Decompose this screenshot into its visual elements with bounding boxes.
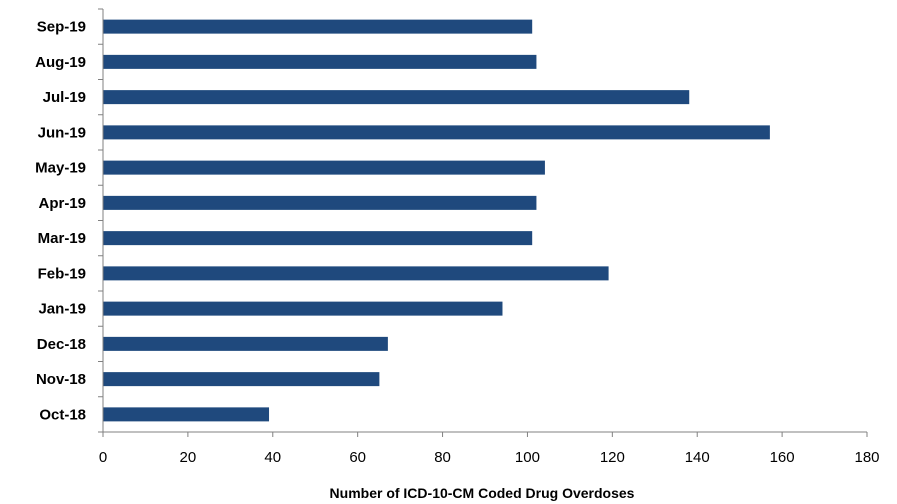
category-label: Dec-18 <box>37 336 86 353</box>
category-label: May-19 <box>35 160 86 177</box>
x-tick-label: 180 <box>854 449 879 466</box>
x-axis-title: Number of ICD-10-CM Coded Drug Overdoses <box>330 485 635 501</box>
category-label: Mar-19 <box>38 230 86 247</box>
x-tick-label: 0 <box>99 449 107 466</box>
x-tick-label: 160 <box>770 449 795 466</box>
x-tick-label: 80 <box>434 449 451 466</box>
category-label: Feb-19 <box>38 265 86 282</box>
bar-jul-19 <box>103 90 690 105</box>
bar-feb-19 <box>103 266 609 281</box>
category-label: Aug-19 <box>35 54 86 71</box>
bar-mar-19 <box>103 231 533 246</box>
bar-sep-19 <box>103 19 533 34</box>
category-label: Apr-19 <box>38 195 86 212</box>
category-label: Jan-19 <box>38 301 86 318</box>
category-labels: Oct-18 Nov-18 Dec-18 Jan-19 Feb-19 Mar-19 Apr-… <box>35 19 86 424</box>
bar-jan-19 <box>103 301 503 316</box>
x-tick-label: 20 <box>180 449 197 466</box>
bar-jun-19 <box>103 125 770 140</box>
bar-may-19 <box>103 160 545 175</box>
category-label: Jul-19 <box>43 89 86 106</box>
bar-aug-19 <box>103 54 537 69</box>
bars-group <box>103 19 770 422</box>
x-axis-ticks <box>102 432 868 437</box>
bar-nov-18 <box>103 372 380 387</box>
category-label: Jun-19 <box>38 124 86 141</box>
x-tick-labels: 0 20 40 60 80 100 120 140 160 180 <box>99 449 880 466</box>
x-tick-label: 120 <box>600 449 625 466</box>
category-label: Nov-18 <box>36 371 86 388</box>
x-tick-label: 40 <box>264 449 281 466</box>
x-tick-label: 60 <box>349 449 366 466</box>
y-axis-ticks <box>98 8 103 433</box>
category-label: Oct-18 <box>39 406 86 423</box>
x-tick-label: 140 <box>685 449 710 466</box>
bar-apr-19 <box>103 195 537 210</box>
bar-dec-18 <box>103 336 388 351</box>
bar-oct-18 <box>103 407 270 422</box>
x-tick-label: 100 <box>515 449 540 466</box>
category-label: Sep-19 <box>37 19 86 36</box>
